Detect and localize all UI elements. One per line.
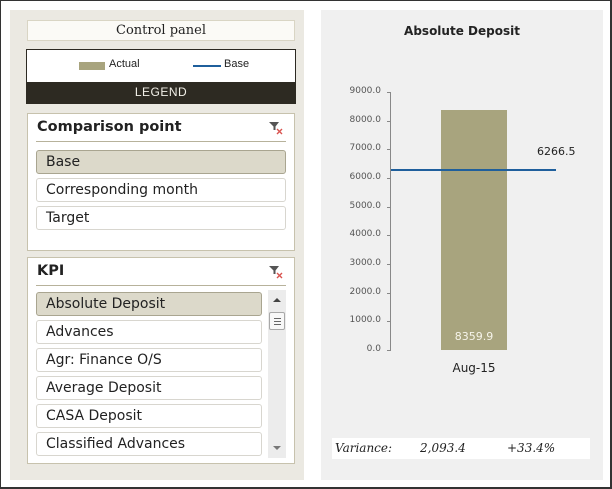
slicer-title: KPI <box>37 263 65 279</box>
base-line-icon <box>193 65 221 67</box>
y-tick <box>387 264 391 265</box>
scroll-up-arrow-icon[interactable] <box>268 292 286 308</box>
control-panel-title: Control panel <box>27 20 295 41</box>
legend-actual-label: Actual <box>109 58 140 70</box>
slicer-header: KPI <box>36 258 286 286</box>
y-tick-label: 9000.0 <box>349 86 382 96</box>
actual-bar <box>441 110 507 350</box>
y-tick <box>387 120 391 122</box>
slicer-item-average-deposit[interactable]: Average Deposit <box>36 376 262 400</box>
y-tick <box>387 292 391 294</box>
filter-clear-icon[interactable] <box>268 264 284 280</box>
chart-title: Absolute Deposit <box>404 24 520 38</box>
scroll-down-arrow-icon[interactable] <box>268 440 286 456</box>
slicer-title: Comparison point <box>37 119 182 135</box>
legend-items: Actual Base <box>27 50 295 83</box>
y-tick <box>387 149 391 151</box>
y-tick-label: 4000.0 <box>349 229 382 240</box>
y-tick-label: 3000.0 <box>349 258 382 268</box>
actual-swatch-icon <box>79 62 105 70</box>
legend-caption: LEGEND <box>27 82 295 103</box>
slicer-item-agr-finance-os[interactable]: Agr: Finance O/S <box>36 348 262 372</box>
base-value-label: 6266.5 <box>537 145 576 159</box>
comparison-point-slicer: Comparison point Base Corresponding mont… <box>27 113 295 251</box>
scroll-thumb[interactable] <box>269 312 285 330</box>
variance-percent: +33.4% <box>507 441 556 455</box>
base-line <box>391 169 556 172</box>
y-tick-label: 1000.0 <box>349 315 382 326</box>
variance-absolute: 2,093.4 <box>420 441 466 455</box>
y-tick <box>387 92 391 93</box>
y-tick-label: 2000.0 <box>349 286 382 297</box>
x-axis-label: Aug-15 <box>452 361 496 375</box>
kpi-slicer: KPI Absolute Deposit Advances Agr: Finan… <box>27 257 295 464</box>
y-tick-label: 5000.0 <box>349 200 382 211</box>
y-tick <box>387 206 391 208</box>
slicer-header: Comparison point <box>36 114 286 142</box>
y-tick-label: 7000.0 <box>349 143 382 154</box>
slicer-item-target[interactable]: Target <box>36 206 286 230</box>
y-tick-label: 0.0 <box>366 344 381 354</box>
kpi-scrollbar[interactable] <box>268 290 286 458</box>
y-tick-label: 8000.0 <box>349 114 382 125</box>
control-panel: Control panel Actual Base LEGEND Compari… <box>10 10 304 480</box>
slicer-item-advances[interactable]: Advances <box>36 320 262 344</box>
slicer-item-base[interactable]: Base <box>36 150 286 174</box>
y-tick <box>387 350 391 351</box>
slicer-item-absolute-deposit[interactable]: Absolute Deposit <box>36 292 262 316</box>
y-tick <box>387 178 391 179</box>
bar-value-label: 8359.9 <box>454 330 494 343</box>
variance-row: Variance: 2,093.4 +33.4% <box>332 438 590 459</box>
y-tick <box>387 235 391 237</box>
legend-base-label: Base <box>224 58 250 70</box>
y-tick <box>387 321 391 323</box>
filter-clear-icon[interactable] <box>268 120 284 136</box>
y-tick-label: 6000.0 <box>349 172 382 182</box>
chart-panel: Absolute Deposit 8359.9 6266.5 Aug-15 Va… <box>321 10 603 480</box>
legend: Actual Base LEGEND <box>26 49 296 104</box>
variance-label: Variance: <box>335 441 393 455</box>
slicer-item-classified-advances[interactable]: Classified Advances <box>36 432 262 456</box>
slicer-item-corresponding-month[interactable]: Corresponding month <box>36 178 286 202</box>
slicer-item-casa-deposit[interactable]: CASA Deposit <box>36 404 262 428</box>
y-axis <box>390 92 391 350</box>
